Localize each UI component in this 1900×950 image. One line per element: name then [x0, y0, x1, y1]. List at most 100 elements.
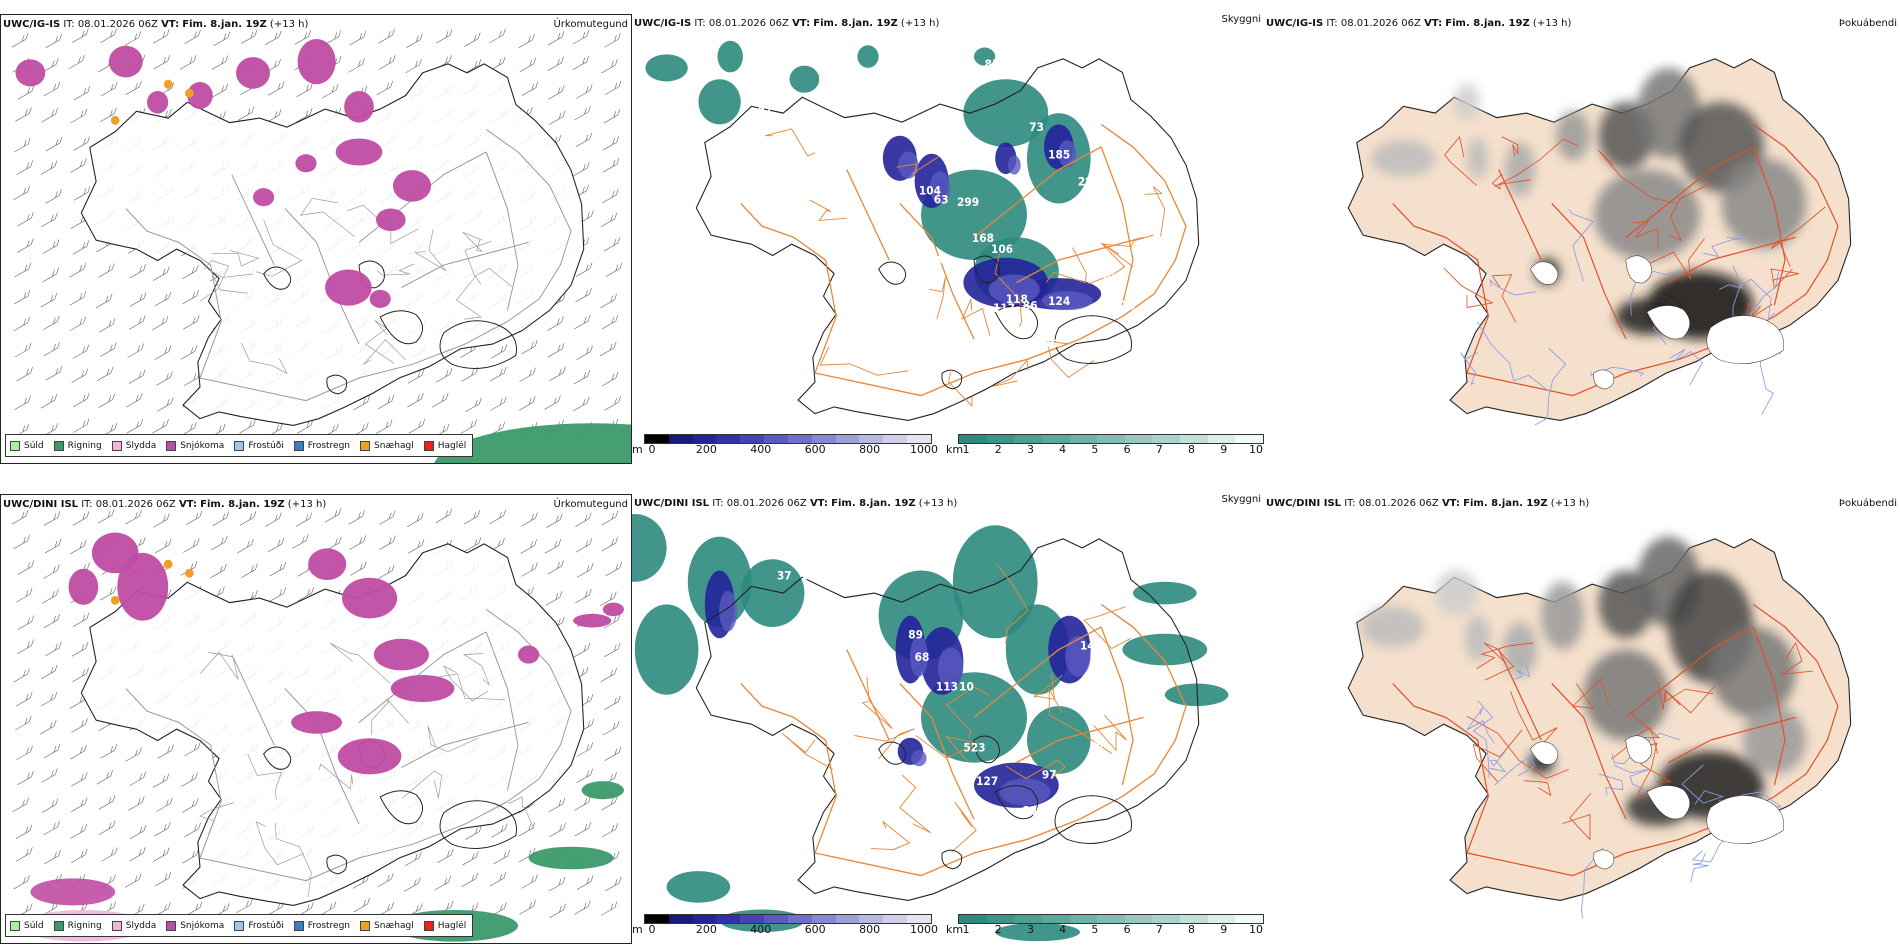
wind-barb — [15, 691, 33, 707]
wind-barb — [71, 797, 88, 812]
visibility-value-label: 819 — [762, 42, 784, 55]
colorbar-tick: 10 — [1249, 443, 1263, 456]
wind-barb — [264, 30, 282, 46]
visibility-value-label: 285 — [1078, 175, 1100, 188]
legend-label: Snæhagl — [374, 440, 414, 451]
road-line — [199, 260, 230, 302]
road-line — [861, 676, 893, 730]
low-cloud-area — [1058, 140, 1077, 168]
wind-barb — [604, 642, 621, 658]
panel-title: Úrkomutegund — [553, 499, 628, 510]
wind-barb — [180, 345, 198, 360]
wind-barb — [602, 720, 620, 736]
wind-barb — [407, 512, 424, 528]
visibility-value-label: 31 — [758, 105, 773, 118]
colorbar-step — [986, 915, 1015, 923]
wind-barb — [604, 80, 622, 96]
wind-barb — [70, 744, 87, 760]
wind-barb — [211, 535, 228, 551]
legend-label: Frostregn — [307, 920, 351, 931]
wind-barb — [490, 344, 508, 359]
wind-barb — [17, 560, 35, 575]
panel-header: UWC/IG-IS IT: 08.01.2026 06Z VT: Fim. 8.… — [1266, 18, 1571, 29]
road-line — [973, 146, 1102, 238]
colorbar-tick: 4 — [1059, 443, 1067, 456]
wind-barb — [267, 81, 285, 96]
wind-barb — [463, 510, 481, 525]
wind-barb — [129, 292, 147, 307]
legend-swatch — [10, 920, 20, 931]
fog-index-panel-top: UWC/IG-IS IT: 08.01.2026 06Z VT: Fim. 8.… — [1264, 14, 1900, 464]
wind-barb — [71, 848, 88, 864]
colorbar-strip — [644, 914, 932, 924]
wind-barb — [601, 58, 618, 74]
visibility-area — [974, 47, 996, 66]
visibility-value-label: 17 — [963, 651, 978, 664]
legend-label: Slydda — [125, 920, 157, 931]
colorbar-step — [959, 435, 987, 443]
wind-barb — [128, 796, 145, 811]
precip-type-panel-bottom: UWC/DINI ISL IT: 08.01.2026 06Z VT: Fim.… — [0, 494, 632, 944]
glacier-fill — [1707, 795, 1784, 844]
visibility-value-label: 915 — [1065, 571, 1087, 584]
wind-barb — [576, 875, 594, 890]
visibility-area — [952, 525, 1038, 639]
wind-barb — [72, 418, 90, 433]
it-value: 08.01.2026 06Z — [77, 19, 158, 30]
wind-barb — [241, 563, 258, 578]
colorbar-tick: 400 — [750, 923, 772, 936]
snowfall-area — [602, 602, 624, 617]
snowfall-area — [390, 674, 455, 703]
wind-barb — [601, 314, 619, 330]
visibility-value-label: 86 — [1023, 299, 1038, 312]
legend-item: Snjókoma — [166, 920, 224, 931]
wind-barb — [210, 563, 227, 579]
vt-value: Fim. 8.jan. 19Z — [813, 18, 898, 29]
visibility-value-label: 575 — [1055, 211, 1077, 224]
wind-barb — [12, 797, 29, 813]
legend-swatch — [166, 920, 177, 931]
wind-barb — [600, 212, 618, 228]
road-line — [1033, 673, 1063, 700]
wind-barb — [96, 366, 114, 382]
glacier-outline — [878, 261, 907, 285]
road-line — [247, 753, 283, 800]
road-line — [437, 673, 506, 701]
it-label: IT: — [712, 498, 724, 509]
lead-time: (+13 h) — [1532, 18, 1572, 29]
road-line — [1572, 678, 1610, 709]
road-line — [846, 169, 890, 261]
road-line — [945, 686, 990, 738]
colorbar-step — [645, 915, 669, 923]
it-label: IT: — [1326, 18, 1338, 29]
road-line — [363, 339, 406, 365]
wind-barb — [42, 589, 59, 604]
panel-title: Þokuábendi — [1838, 498, 1897, 509]
panel-title: Skyggni — [1221, 494, 1261, 505]
wind-barb — [96, 770, 113, 785]
wind-barb — [43, 613, 60, 629]
wind-barb — [16, 160, 34, 175]
vt-value: Fim. 8.jan. 19Z — [1463, 498, 1548, 509]
visibility-value-label: 204 — [815, 601, 837, 614]
wind-barb — [465, 825, 482, 840]
wind-barb — [349, 30, 367, 46]
colorbar-step — [645, 435, 669, 443]
wind-barb — [43, 564, 60, 579]
snow-pellet-area — [163, 79, 173, 89]
road-line — [1752, 626, 1786, 786]
wind-barb — [98, 318, 116, 333]
wind-barb — [126, 392, 143, 408]
wind-barb — [490, 396, 507, 411]
colorbar-tick: 5 — [1091, 923, 1099, 936]
visibility-value-label: 183 — [900, 281, 922, 294]
wind-barb — [236, 898, 253, 914]
visibility-value-label: 89 — [908, 628, 923, 641]
wind-barb — [101, 847, 118, 862]
wind-barb — [600, 293, 617, 309]
map-layer — [15, 39, 631, 463]
colorbar-tick: 600 — [804, 923, 826, 936]
snowfall-area — [147, 90, 169, 114]
